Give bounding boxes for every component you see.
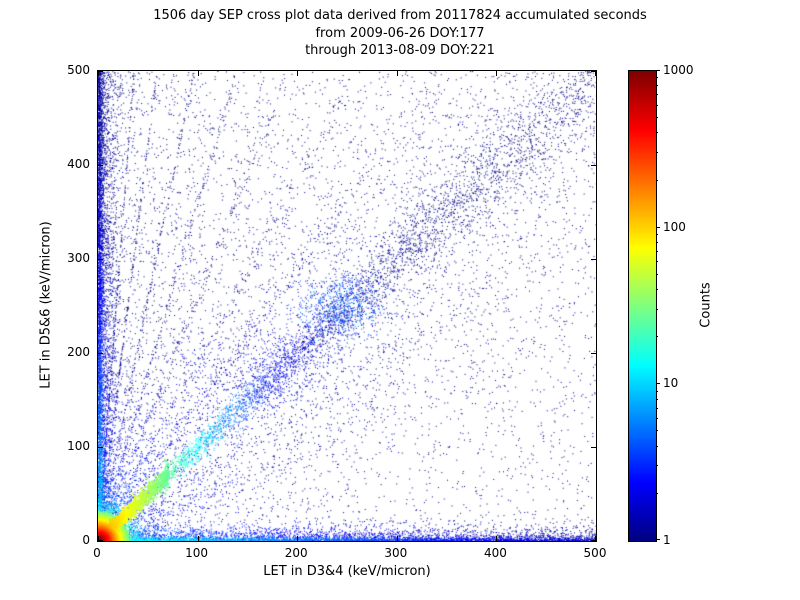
colorbar-minor-tick-mark [656, 261, 658, 263]
colorbar-minor-tick-mark [656, 390, 658, 392]
colorbar-minor-tick-mark [656, 273, 658, 275]
colorbar-minor-tick-mark [656, 465, 658, 467]
chart-title: 1506 day SEP cross plot data derived fro… [153, 8, 647, 23]
x-tick-mark-top [396, 71, 398, 76]
y-tick-mark-right [591, 165, 596, 166]
colorbar-gradient [629, 71, 656, 541]
x-tick-label: 400 [483, 546, 507, 560]
colorbar-tick-label: 1000 [663, 63, 694, 77]
y-tick-mark-right [591, 353, 596, 354]
y-tick-mark [98, 71, 103, 72]
colorbar-minor-tick-mark [656, 85, 658, 87]
y-tick-mark-right [591, 540, 596, 541]
colorbar-tick-mark [656, 226, 660, 228]
colorbar-tick-mark [656, 383, 660, 385]
colorbar-minor-tick-mark [656, 492, 658, 494]
colorbar-minor-tick-mark [656, 308, 658, 310]
x-tick-mark [595, 536, 596, 541]
y-tick-mark [98, 447, 103, 448]
y-axis-label: LET in D5&6 (keV/micron) [38, 221, 54, 389]
y-tick-label: 100 [67, 439, 90, 453]
x-axis-label: LET in D3&4 (keV/micron) [263, 564, 431, 579]
colorbar-minor-tick-mark [656, 398, 658, 400]
x-tick-label: 100 [185, 546, 209, 560]
colorbar-minor-tick-mark [656, 151, 658, 153]
colorbar-minor-tick-mark [656, 104, 658, 106]
colorbar-minor-tick-mark [656, 445, 658, 447]
colorbar-tick-mark [656, 70, 660, 71]
colorbar-minor-tick-mark [656, 94, 658, 96]
x-tick-mark [496, 536, 498, 541]
x-tick-mark [396, 536, 398, 541]
colorbar-minor-tick-mark [656, 430, 658, 432]
colorbar-tick-label: 10 [663, 376, 679, 391]
scatter-canvas [98, 71, 596, 541]
colorbar-minor-tick-mark [656, 179, 658, 181]
colorbar-minor-tick-mark [656, 418, 658, 420]
colorbar-minor-tick-mark [656, 117, 658, 119]
colorbar-minor-tick-mark [656, 77, 658, 79]
x-tick-mark-top [496, 71, 498, 76]
y-tick-mark [98, 165, 103, 166]
x-tick-label: 300 [384, 546, 408, 560]
y-tick-mark-right [591, 259, 596, 260]
x-tick-mark [197, 536, 199, 541]
chart-subtitle-from: from 2009-06-26 DOY:177 [315, 26, 485, 41]
x-tick-label: 0 [93, 546, 101, 560]
x-tick-mark-top [595, 71, 596, 76]
colorbar-tick-label: 1 [663, 533, 671, 547]
colorbar-minor-tick-mark [656, 132, 658, 134]
chart-subtitle-through: through 2013-08-09 DOY:221 [305, 43, 495, 58]
y-tick-label: 200 [67, 345, 90, 359]
x-tick-mark-top [297, 71, 299, 76]
y-tick-mark [98, 259, 103, 260]
colorbar [628, 70, 657, 542]
colorbar-minor-tick-mark [656, 407, 658, 409]
plot-area [97, 70, 597, 542]
y-tick-label: 300 [67, 251, 90, 265]
y-tick-label: 500 [67, 63, 90, 77]
x-tick-mark [297, 536, 299, 541]
y-tick-label: 0 [82, 533, 90, 547]
y-tick-mark-right [591, 447, 596, 448]
colorbar-tick-label: 100 [663, 219, 686, 234]
y-tick-label: 400 [67, 157, 90, 171]
x-tick-label: 200 [284, 546, 308, 560]
x-tick-mark-top [197, 71, 199, 76]
y-tick-mark [98, 353, 103, 354]
y-tick-mark [98, 540, 103, 541]
colorbar-minor-tick-mark [656, 289, 658, 290]
x-tick-label: 500 [583, 546, 607, 560]
x-tick-mark [98, 536, 99, 541]
y-tick-mark-right [591, 71, 596, 72]
colorbar-minor-tick-mark [656, 336, 658, 338]
colorbar-label: Counts [698, 282, 714, 328]
colorbar-tick-mark [656, 539, 660, 540]
colorbar-minor-tick-mark [656, 233, 658, 235]
colorbar-minor-tick-mark [656, 250, 658, 252]
x-tick-mark-top [98, 71, 99, 76]
colorbar-minor-tick-mark [656, 241, 658, 243]
